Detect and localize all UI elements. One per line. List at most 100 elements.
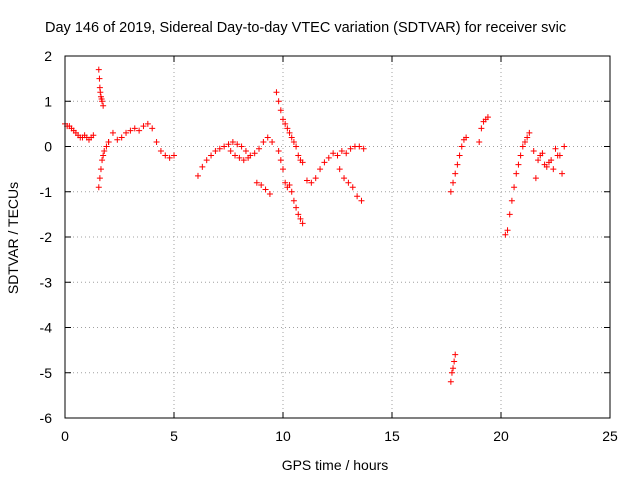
data-point — [118, 134, 125, 141]
data-point — [548, 157, 555, 164]
x-axis-ticks: 0 5 10 15 20 25 — [61, 56, 618, 444]
x-tick-label: 10 — [275, 428, 291, 444]
data-point — [256, 145, 263, 152]
data-point — [299, 220, 306, 227]
data-point — [556, 152, 563, 159]
data-point — [521, 138, 528, 145]
chart-title: Day 146 of 2019, Sidereal Day-to-day VTE… — [45, 20, 566, 36]
data-point — [343, 150, 350, 157]
data-point — [297, 215, 304, 222]
data-point — [109, 129, 116, 136]
data-point — [338, 148, 345, 155]
series-svic-late-dip — [447, 351, 459, 385]
data-point — [258, 181, 265, 188]
data-point — [519, 143, 526, 150]
data-point — [524, 134, 531, 141]
data-point — [476, 138, 483, 145]
data-point — [535, 157, 542, 164]
data-point — [273, 89, 280, 96]
y-tick-label: -3 — [40, 274, 53, 290]
data-point — [131, 125, 138, 132]
data-point — [543, 163, 550, 170]
data-point — [484, 114, 491, 121]
series-svic-arc-3-low — [336, 166, 365, 204]
data-point — [303, 177, 310, 184]
data-point — [114, 136, 121, 143]
data-points — [62, 66, 568, 385]
data-point — [336, 166, 343, 173]
data-point — [216, 145, 223, 152]
data-point — [360, 145, 367, 152]
series-svic-peak — [273, 89, 306, 166]
series-svic-arc-3 — [303, 143, 367, 186]
data-point — [96, 175, 103, 182]
data-point — [511, 184, 518, 191]
data-point — [288, 188, 295, 195]
data-point — [153, 138, 160, 145]
data-point — [286, 181, 293, 188]
data-point — [140, 123, 147, 130]
series-svic-spike — [95, 66, 107, 109]
y-tick-label: 0 — [44, 139, 52, 155]
data-point — [448, 369, 455, 376]
data-point — [506, 211, 513, 218]
data-point — [253, 179, 260, 186]
y-tick-label: 2 — [44, 48, 52, 64]
y-tick-label: 1 — [44, 93, 52, 109]
data-point — [277, 107, 284, 114]
data-point — [262, 186, 269, 193]
data-point — [275, 98, 282, 105]
data-point — [504, 227, 511, 234]
data-point — [334, 152, 341, 159]
data-point — [559, 170, 566, 177]
y-tick-label: -1 — [40, 184, 53, 200]
y-axis-label: SDTVAR / TECUs — [5, 182, 21, 294]
data-point — [275, 148, 282, 155]
data-point — [234, 141, 241, 148]
x-tick-label: 25 — [602, 428, 618, 444]
data-point — [199, 163, 206, 170]
data-point — [280, 166, 286, 173]
data-point — [166, 154, 173, 161]
data-point — [269, 138, 276, 145]
data-point — [347, 145, 354, 152]
data-point — [221, 143, 228, 150]
data-point — [123, 129, 130, 136]
x-tick-label: 15 — [384, 428, 400, 444]
data-point — [293, 204, 300, 211]
data-point — [513, 170, 520, 177]
data-point — [451, 358, 458, 365]
data-point — [295, 211, 302, 218]
data-point — [251, 150, 258, 157]
y-axis-ticks: -6 -5 -4 -3 -2 -1 0 1 2 — [40, 48, 610, 426]
data-point — [345, 179, 352, 186]
y-tick-label: -4 — [40, 320, 53, 336]
data-point — [95, 184, 102, 191]
data-point — [452, 351, 459, 358]
series-svic-arc-2-dip — [227, 148, 252, 164]
data-point — [312, 175, 319, 182]
data-point — [358, 197, 365, 204]
data-point — [330, 150, 337, 157]
data-point — [99, 157, 106, 164]
data-point — [317, 166, 324, 173]
data-point — [502, 231, 509, 238]
data-point — [242, 148, 249, 155]
data-point — [515, 161, 522, 168]
data-point — [325, 154, 332, 161]
series-svic-final-wiggle — [530, 143, 568, 170]
data-point — [229, 138, 236, 145]
data-point — [264, 134, 271, 141]
data-point — [526, 129, 533, 136]
data-point — [450, 365, 457, 372]
x-tick-label: 5 — [170, 428, 178, 444]
x-tick-label: 20 — [493, 428, 509, 444]
data-point — [456, 152, 463, 159]
data-point — [450, 179, 457, 186]
y-tick-label: -5 — [40, 365, 53, 381]
data-point — [532, 175, 539, 182]
data-point — [447, 188, 454, 195]
y-tick-label: -6 — [40, 410, 53, 426]
data-point — [266, 191, 273, 198]
